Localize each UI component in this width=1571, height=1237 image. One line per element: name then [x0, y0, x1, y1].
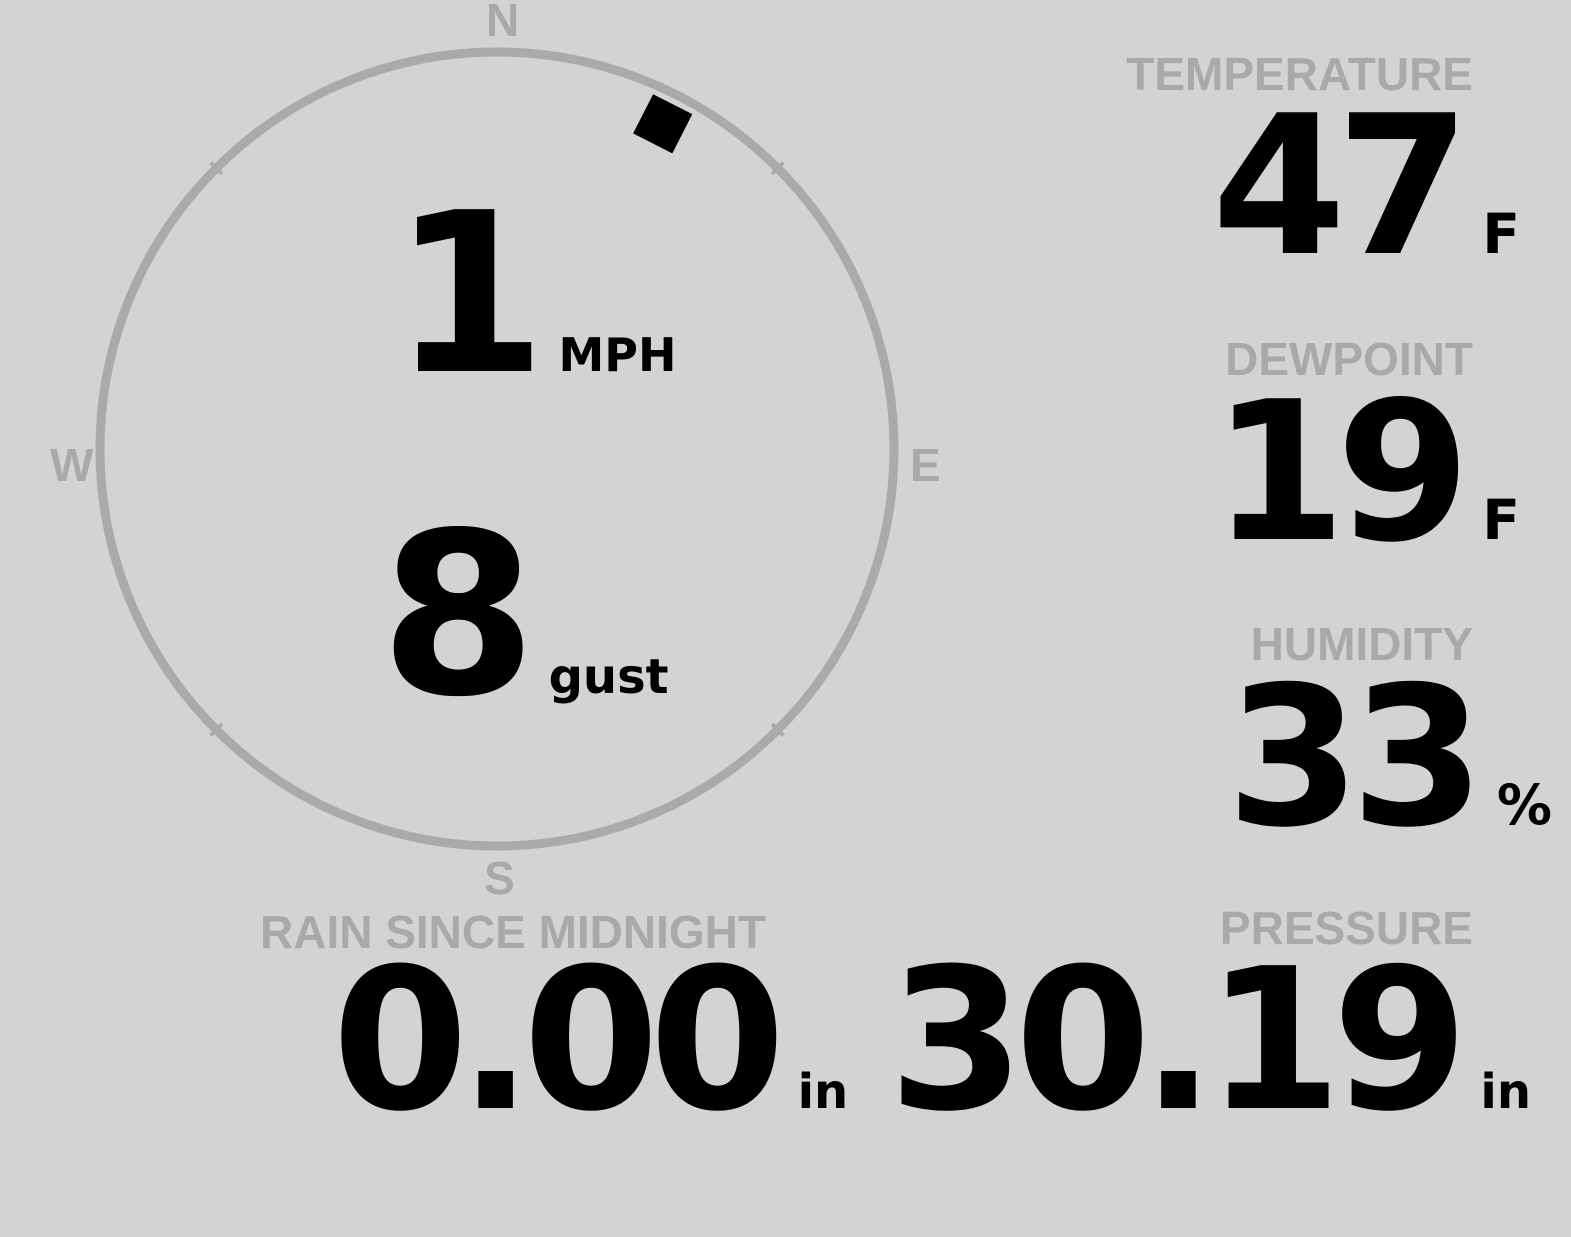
compass-n-label: N: [486, 0, 520, 46]
compass-e-label: E: [910, 439, 941, 491]
humidity-label: HUMIDITY: [1250, 618, 1473, 670]
temperature-group: 47 F: [1212, 90, 1520, 283]
dewpoint-value: 19: [1211, 360, 1471, 585]
rain-value: 0.00: [332, 927, 786, 1155]
wind-direction-marker: [633, 94, 693, 154]
wind-gust-value: 8: [380, 485, 537, 747]
pressure-label: PRESSURE: [1219, 902, 1473, 954]
compass-ticks: [209, 161, 785, 737]
rain-label: RAIN SINCE MIDNIGHT: [260, 906, 766, 958]
compass-tick: [770, 722, 785, 737]
pressure-value: 30.19: [888, 927, 1468, 1155]
wind-speed-value: 1: [392, 166, 547, 424]
compass-tick: [770, 161, 785, 176]
pressure-group: 30.19 in: [888, 943, 1531, 1139]
temperature-label: TEMPERATURE: [1126, 48, 1473, 100]
humidity-unit: %: [1496, 773, 1552, 837]
compass-tick: [209, 161, 224, 176]
wind-speed-unit: MPH: [558, 328, 677, 382]
temperature-value: 47: [1211, 74, 1471, 299]
compass-w-label: W: [50, 439, 94, 491]
humidity-group: 33 %: [1226, 661, 1552, 854]
rain-group: 0.00 in: [332, 943, 848, 1139]
wind-gust-label: gust: [548, 649, 669, 705]
temperature-unit: F: [1482, 202, 1520, 266]
wind-gust-group: 8 gust: [380, 504, 669, 729]
compass-s-label: S: [484, 852, 515, 904]
dewpoint-unit: F: [1482, 488, 1520, 552]
dewpoint-group: 19 F: [1212, 376, 1520, 569]
humidity-value: 33: [1226, 645, 1485, 870]
compass-ring: [95, 47, 899, 851]
compass-tick: [209, 722, 224, 737]
wind-speed-group: 1 MPH: [392, 184, 676, 406]
pressure-unit: in: [1480, 1064, 1531, 1120]
dewpoint-label: DEWPOINT: [1225, 333, 1473, 385]
rain-unit: in: [797, 1064, 849, 1120]
